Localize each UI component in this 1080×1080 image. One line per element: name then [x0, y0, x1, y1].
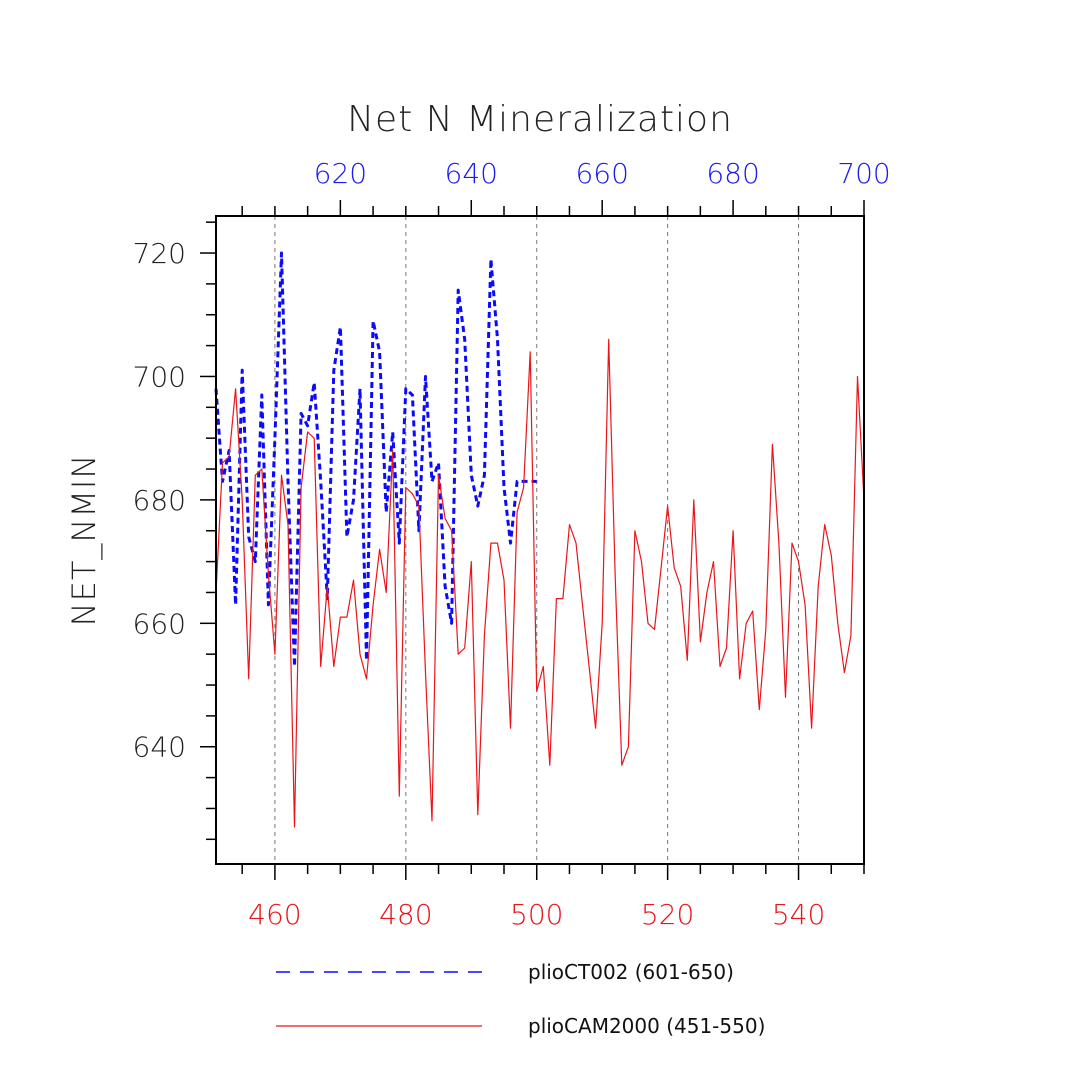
- series-layer: [214, 251, 865, 828]
- bottom-tick-label: 540: [772, 898, 825, 931]
- y-tick-label: 660: [133, 607, 186, 640]
- chart-title: Net N Mineralization: [347, 99, 733, 140]
- top-tick-label: 620: [314, 157, 367, 190]
- bottom-tick-label: 460: [248, 898, 301, 931]
- y-tick-label: 720: [133, 237, 186, 270]
- series-line-plioct002: [214, 251, 537, 668]
- bottom-tick-label: 500: [510, 898, 563, 931]
- y-axis-label: NET_NMIN: [65, 454, 103, 627]
- top-tick-label: 680: [706, 157, 759, 190]
- y-tick-label: 640: [133, 731, 186, 764]
- series-line-pliocam2000: [215, 338, 865, 828]
- legend: plioCT002 (601-650) plioCAM2000 (451-550): [276, 960, 765, 1038]
- legend-label: plioCT002 (601-650): [528, 960, 734, 984]
- legend-label: plioCAM2000 (451-550): [528, 1014, 765, 1038]
- top-tick-label: 640: [445, 157, 498, 190]
- bottom-tick-label: 520: [641, 898, 694, 931]
- axes: 640 660 680 700 720 460 480 500 520 540 620 640 660 6…: [133, 157, 891, 931]
- y-tick-label: 700: [133, 360, 186, 393]
- top-tick-label: 700: [837, 157, 890, 190]
- y-tick-label: 680: [133, 484, 186, 517]
- plot-frame: [215, 215, 865, 865]
- bottom-tick-label: 480: [379, 898, 432, 931]
- grid-lines: [274, 216, 800, 864]
- top-tick-label: 660: [575, 157, 628, 190]
